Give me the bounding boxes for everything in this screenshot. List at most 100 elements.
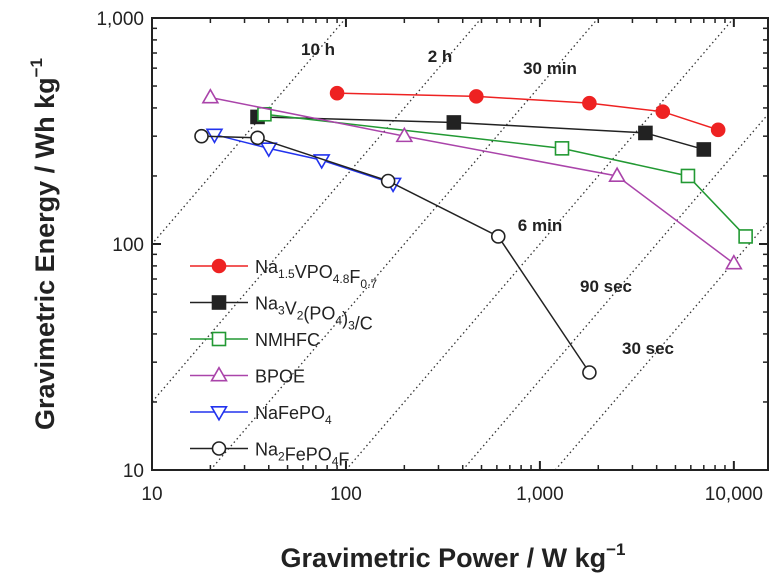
data-point bbox=[608, 166, 626, 182]
legend-subscript: 4 bbox=[325, 413, 332, 427]
time-line-label: 2 h bbox=[428, 47, 453, 66]
data-point bbox=[582, 95, 597, 111]
time-line bbox=[209, 18, 599, 470]
data-point bbox=[446, 115, 462, 130]
series-4 bbox=[201, 88, 743, 270]
x-axis-title-exponent: −1 bbox=[606, 540, 625, 559]
series-1 bbox=[329, 85, 726, 138]
legend-label: Na3V2(PO4)3/C bbox=[255, 294, 373, 334]
time-line bbox=[152, 18, 483, 403]
legend-label: NaFePO4 bbox=[255, 403, 332, 427]
data-point bbox=[582, 365, 597, 380]
legend-text: BPOE bbox=[255, 367, 305, 387]
time-line-label: 30 sec bbox=[622, 339, 674, 358]
legend-subscript: 4 bbox=[335, 314, 342, 328]
series-5 bbox=[205, 128, 402, 194]
data-point bbox=[259, 142, 278, 158]
labels-layer: 10 h 2 h 30 min 6 min 90 sec 30 sec bbox=[301, 40, 674, 358]
y-axis-title: Gravimetric Energy / Wh kg−1 bbox=[27, 58, 60, 430]
time-line-label: 30 min bbox=[523, 59, 577, 78]
data-point bbox=[710, 122, 726, 138]
data-point bbox=[194, 128, 209, 144]
data-point bbox=[211, 295, 227, 310]
axes-layer: 10 100 1,000 10,000 10 100 1,000 bbox=[96, 9, 768, 505]
legend-subscript: 4 bbox=[332, 455, 339, 469]
legend-text: NMHFC bbox=[255, 330, 320, 350]
legend-subscript: 2 bbox=[297, 309, 304, 323]
data-point bbox=[655, 104, 671, 119]
legend-entry-1: Na1.5VPO4.8F0.7 bbox=[190, 257, 377, 291]
data-point bbox=[329, 85, 345, 101]
legend-subscript: 4.8 bbox=[333, 272, 350, 286]
series-line bbox=[264, 113, 747, 237]
series-line bbox=[257, 116, 705, 151]
legend-text: (PO bbox=[303, 304, 335, 324]
time-line-label: 6 min bbox=[518, 216, 562, 235]
legend-text: /C bbox=[355, 314, 373, 334]
legend-text: Na bbox=[255, 294, 279, 314]
legend-label: Na1.5VPO4.8F0.7 bbox=[255, 257, 377, 291]
data-point bbox=[380, 173, 396, 189]
legend-entry-6: Na2FePO4F bbox=[190, 440, 349, 470]
data-point bbox=[211, 331, 227, 347]
legend-entry-3: NMHFC bbox=[190, 330, 320, 350]
legend-text: VPO bbox=[295, 262, 333, 282]
series-3 bbox=[257, 106, 753, 244]
time-line-label: 90 sec bbox=[580, 277, 632, 296]
legend-subscript: 0.7 bbox=[360, 277, 377, 291]
time-lines bbox=[152, 18, 768, 470]
series-6 bbox=[194, 128, 597, 380]
data-point bbox=[250, 130, 265, 146]
data-point bbox=[696, 142, 712, 157]
x-tick-label: 100 bbox=[330, 484, 362, 505]
legend-subscript: 3 bbox=[278, 304, 285, 318]
legend-text: Na bbox=[255, 440, 279, 460]
legend-text: FePO bbox=[285, 445, 332, 465]
legend-entry-5: NaFePO4 bbox=[190, 403, 332, 427]
time-line bbox=[462, 113, 768, 470]
data-point bbox=[210, 405, 228, 422]
data-point bbox=[210, 366, 228, 382]
series-2 bbox=[250, 109, 712, 157]
plot-frame bbox=[151, 17, 769, 471]
legend-label: BPOE bbox=[255, 367, 305, 387]
data-point bbox=[211, 441, 227, 456]
legend-text: V bbox=[285, 299, 297, 319]
data-point bbox=[680, 168, 696, 184]
data-point bbox=[724, 254, 743, 270]
data-point bbox=[738, 229, 753, 244]
series-layer bbox=[194, 85, 753, 380]
legend-text: F bbox=[338, 450, 349, 470]
y-tick-label: 100 bbox=[112, 235, 144, 256]
data-point bbox=[395, 126, 414, 143]
legend-entry-4: BPOE bbox=[190, 366, 305, 387]
legend-subscript: 1.5 bbox=[278, 267, 295, 281]
legend-text: NaFePO bbox=[255, 403, 325, 423]
legend-entry-2: Na3V2(PO4)3/C bbox=[190, 294, 373, 334]
legend: Na1.5VPO4.8F0.7Na3V2(PO4)3/CNMHFCBPOENaF… bbox=[190, 257, 377, 470]
series-line bbox=[214, 133, 394, 185]
y-axis-title-exponent: −1 bbox=[27, 58, 46, 77]
x-tick-label: 1,000 bbox=[516, 484, 564, 505]
time-line bbox=[554, 221, 768, 470]
x-tick-label: 10 bbox=[141, 484, 162, 505]
data-point bbox=[638, 125, 653, 141]
x-tick-label: 10,000 bbox=[705, 484, 763, 505]
x-axis-title-text: Gravimetric Power / W kg bbox=[281, 543, 607, 573]
time-line-label: 10 h bbox=[301, 40, 335, 59]
legend-text: ) bbox=[342, 309, 348, 329]
data-point bbox=[554, 141, 570, 156]
y-axis-title-text: Gravimetric Energy / Wh kg bbox=[30, 77, 60, 430]
data-point bbox=[469, 89, 484, 104]
legend-subscript: 3 bbox=[348, 319, 355, 333]
y-tick-label: 10 bbox=[123, 461, 144, 482]
legend-label: Na2FePO4F bbox=[255, 440, 349, 470]
legend-subscript: 2 bbox=[278, 450, 285, 464]
legend-text: F bbox=[349, 267, 360, 287]
x-axis-title: Gravimetric Power / W kg−1 bbox=[281, 540, 626, 573]
y-tick-label: 1,000 bbox=[96, 9, 144, 30]
time-line bbox=[345, 18, 735, 470]
series-line bbox=[210, 96, 735, 265]
legend-text: Na bbox=[255, 257, 279, 277]
